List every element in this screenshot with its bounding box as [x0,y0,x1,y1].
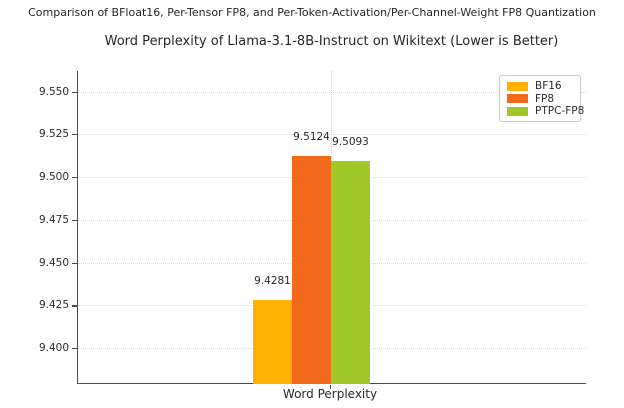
y-tick-label: 9.400 [38,342,69,355]
y-tick-label: 9.500 [38,171,69,184]
legend-item-fp8: FP8 [507,93,573,105]
legend-label-fp8: FP8 [535,92,555,105]
legend-label-bf16: BF16 [535,80,562,92]
y-tick-mark [72,177,77,179]
legend-item-bf16: BF16 [507,80,573,92]
y-tick-label: 9.525 [38,128,69,141]
y-gridline [78,91,586,93]
bar-fp8 [292,155,331,384]
y-tick-mark [72,91,77,93]
y-tick-label: 9.425 [38,299,69,312]
bar-value-label: 9.5124 [293,130,330,143]
legend-swatch-ptpc-fp8-icon [507,106,528,116]
bar-value-label: 9.5093 [332,136,369,149]
y-tick-label: 9.550 [38,85,69,98]
legend-swatch-bf16-icon [507,81,528,91]
y-tick-mark [72,305,77,307]
y-tick-mark [72,348,77,350]
y-tick-mark [72,262,77,264]
bar-value-label: 9.4281 [254,275,291,288]
x-tick-mark [330,385,332,389]
legend-swatch-fp8-icon [507,94,528,103]
legend: BF16 FP8 PTPC-FP8 [499,75,584,122]
y-gridline [78,134,586,136]
y-tick-label: 9.475 [38,213,69,226]
chart-title: Word Perplexity of Llama-3.1-8B-Instruct… [104,34,559,49]
y-tick-label: 9.450 [38,256,69,269]
legend-item-ptpc-fp8: PTPC-FP8 [507,105,584,117]
legend-label-ptpc-fp8: PTPC-FP8 [535,105,585,117]
bar-bf16 [253,300,292,384]
plot-area: 9.4281 9.5124 9.5093 [72,71,586,384]
y-tick-mark [72,134,77,136]
bar-ptpc-fp8 [331,161,370,384]
figure-suptitle: Comparison of BFloat16, Per-Tensor FP8, … [28,6,596,19]
x-tick-label: Word Perplexity [282,387,378,401]
y-tick-mark [72,219,77,221]
